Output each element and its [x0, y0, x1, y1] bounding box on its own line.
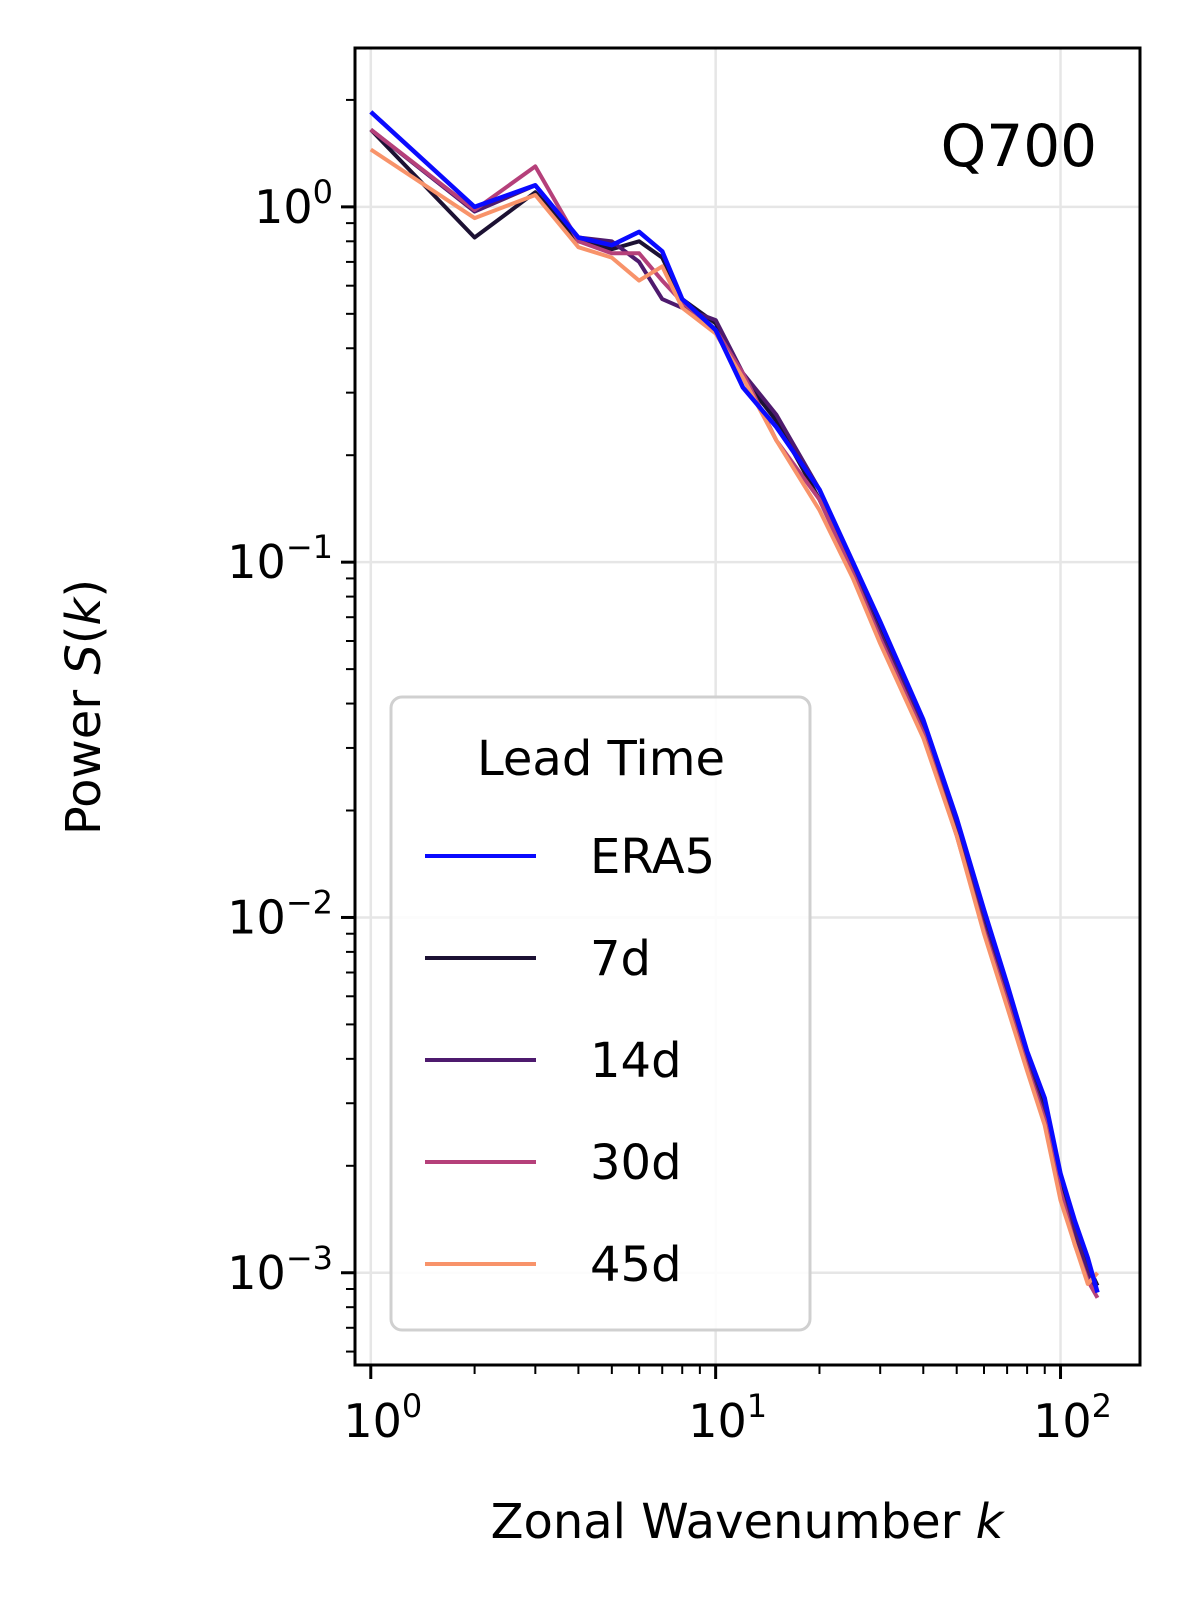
legend-title: Lead Time	[477, 731, 725, 787]
x-tick-label-base: 10	[688, 1394, 747, 1448]
major-ticks	[341, 205, 1063, 1379]
panel-annotation: Q700	[941, 112, 1097, 180]
y-tick-label-exponent: −3	[286, 1239, 333, 1277]
legend: Lead Time ERA5 7d 14d 30d 45d	[389, 695, 812, 1332]
y-tick-label-exponent: −1	[286, 528, 333, 566]
y-axis-label-text: Power	[56, 675, 112, 835]
x-axis-label-text: Zonal Wavenumber	[491, 1494, 976, 1550]
x-tick-label-base: 10	[343, 1394, 402, 1448]
series-line-era5	[369, 110, 1100, 1294]
x-tick-label-exponent: 0	[402, 1387, 422, 1425]
y-axis-label: Power S(k)	[56, 579, 112, 835]
x-tick-label: 101	[688, 1387, 767, 1448]
math-var: S	[56, 644, 112, 674]
legend-label-era5: ERA5	[590, 829, 715, 885]
math-var: k	[56, 595, 112, 625]
y-tick-label-base: 10	[227, 890, 286, 944]
y-tick-label: 100	[254, 173, 333, 234]
series-line-45d	[369, 147, 1100, 1286]
y-tick-label-exponent: −2	[286, 883, 333, 921]
y-tick-label: 10−3	[227, 1239, 333, 1300]
x-tick-label: 102	[1033, 1387, 1112, 1448]
x-tick-label-base: 10	[1033, 1394, 1092, 1448]
legend-box	[389, 695, 812, 1332]
y-tick-label: 10−2	[227, 883, 333, 944]
y-tick-label-base: 10	[227, 535, 286, 589]
x-axis-label: Zonal Wavenumber k	[491, 1494, 1006, 1550]
series-lines	[369, 110, 1100, 1299]
x-tick-label-exponent: 1	[747, 1387, 767, 1425]
x-tick-label-exponent: 2	[1092, 1387, 1112, 1425]
legend-label-14d: 14d	[590, 1033, 682, 1089]
legend-label-45d: 45d	[590, 1237, 682, 1293]
legend-label-7d: 7d	[590, 931, 651, 987]
math-var: k	[976, 1494, 1006, 1550]
y-tick-label-base: 10	[227, 1246, 286, 1300]
x-tick-label: 100	[343, 1387, 422, 1448]
math-paren: (	[56, 625, 112, 644]
y-tick-label-exponent: 0	[313, 173, 333, 211]
y-tick-label-base: 10	[254, 180, 313, 234]
y-tick-label: 10−1	[227, 528, 333, 589]
plot-frame	[353, 46, 1142, 1367]
legend-entries: ERA5 7d 14d 30d 45d	[425, 829, 715, 1293]
math-paren: )	[56, 579, 112, 598]
legend-label-30d: 30d	[590, 1135, 682, 1191]
